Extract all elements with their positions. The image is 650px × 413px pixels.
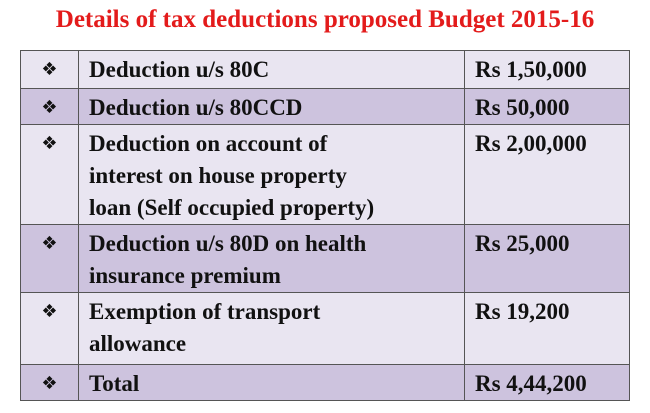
bullet: ❖ bbox=[20, 50, 79, 89]
amount: Rs 25,000 bbox=[464, 224, 630, 293]
amount: Rs 4,44,200 bbox=[464, 364, 630, 401]
description: Deduction on account of interest on house… bbox=[78, 124, 465, 225]
description-line: loan (Self occupied property) bbox=[89, 195, 375, 220]
description-line: Deduction u/s 80CCD bbox=[89, 95, 303, 120]
bullet: ❖ bbox=[20, 364, 79, 401]
deductions-table: ❖ Deduction u/s 80C Rs 1,50,000 ❖ Deduction … bbox=[20, 50, 630, 401]
description: Exemption of transport allowance bbox=[78, 292, 465, 365]
description-line: Deduction u/s 80C bbox=[89, 57, 270, 82]
description-line: Deduction u/s 80D on health bbox=[89, 231, 367, 256]
description-line: Exemption of transport bbox=[89, 299, 321, 324]
bullet: ❖ bbox=[20, 124, 79, 225]
description-line: allowance bbox=[89, 331, 187, 356]
description: Deduction u/s 80CCD bbox=[78, 88, 465, 125]
table-row: ❖ Deduction u/s 80D on health insurance pr… bbox=[20, 224, 630, 293]
table-row: ❖ Deduction u/s 80CCD Rs 50,000 bbox=[20, 88, 630, 125]
description-line: Deduction on account of bbox=[89, 131, 328, 156]
table-row: ❖ Total Rs 4,44,200 bbox=[20, 364, 630, 401]
table-row: ❖ Deduction on account of interest on hous… bbox=[20, 124, 630, 225]
bullet: ❖ bbox=[20, 88, 79, 125]
description: Total bbox=[78, 364, 465, 401]
description-line: insurance premium bbox=[89, 263, 281, 288]
description: Deduction u/s 80C bbox=[78, 50, 465, 89]
amount: Rs 19,200 bbox=[464, 292, 630, 365]
title: Details of tax deductions proposed Budge… bbox=[55, 6, 595, 33]
table-row: ❖ Exemption of transport allowance Rs 19,20… bbox=[20, 292, 630, 365]
amount: Rs 1,50,000 bbox=[464, 50, 630, 89]
bullet: ❖ bbox=[20, 292, 79, 365]
table-row: ❖ Deduction u/s 80C Rs 1,50,000 bbox=[20, 50, 630, 89]
description: Deduction u/s 80D on health insurance pre… bbox=[78, 224, 465, 293]
description-line: Total bbox=[89, 371, 140, 396]
description-line: interest on house property bbox=[89, 163, 347, 188]
amount: Rs 2,00,000 bbox=[464, 124, 630, 225]
bullet: ❖ bbox=[20, 224, 79, 293]
amount: Rs 50,000 bbox=[464, 88, 630, 125]
